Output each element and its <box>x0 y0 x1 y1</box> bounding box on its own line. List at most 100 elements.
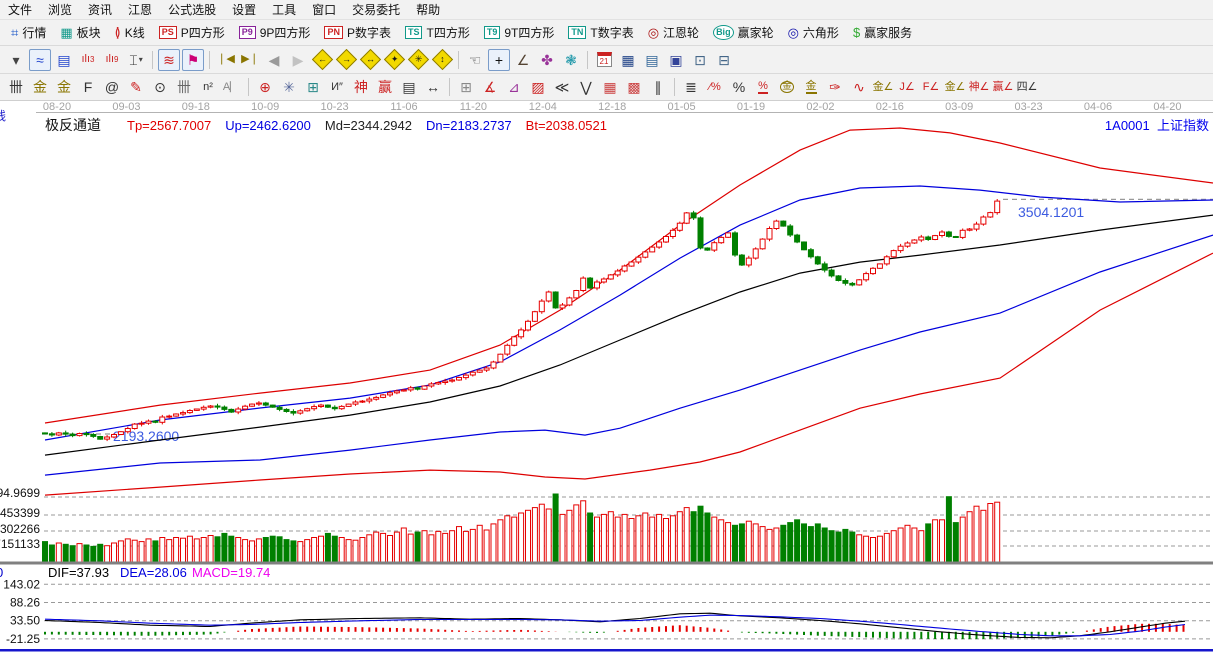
pattern-tool[interactable]: ≋ <box>158 48 180 71</box>
hand-pan-tool[interactable]: ☜ <box>464 49 486 71</box>
small-ruler-tool[interactable]: 卌 <box>173 76 195 98</box>
gold-ratio-ruler-tool-icon: 金 <box>33 79 47 95</box>
calendar-button[interactable]: 21 <box>593 49 615 71</box>
cycle-tool-icon: ❃ <box>565 51 577 68</box>
menu-item-9[interactable]: 帮助 <box>416 3 441 17</box>
bars-9-tool[interactable]: ılı 9 <box>105 53 119 65</box>
winner-gann-tool[interactable]: 赢 <box>374 76 396 98</box>
square-of-nine-tool[interactable]: n² <box>197 76 219 98</box>
scale-list-tool[interactable]: ≣ <box>680 76 702 98</box>
v-check-tool[interactable]: ⋁ <box>575 76 597 98</box>
percent-level-tool[interactable]: % <box>752 76 774 98</box>
save-button[interactable]: ▣ <box>665 49 687 71</box>
date-axis: 08-20 09-03 09-18 10-09 10-23 11-06 11-20 12-04… <box>0 101 1213 113</box>
mirror-tool[interactable]: A⎸ <box>221 76 243 98</box>
menu-item-6[interactable]: 工具 <box>272 3 297 17</box>
remote-button[interactable]: ⊟ <box>713 49 735 71</box>
candle-style-dropdown[interactable]: ⌶ ▾ <box>129 51 143 68</box>
gann-wheel-button[interactable]: ◎ 江恩轮 <box>641 22 706 44</box>
ruler-123-tool[interactable]: ▤ <box>398 76 420 98</box>
percent-line-tool[interactable]: ∕% <box>704 76 726 98</box>
p-square-button[interactable]: PS P四方形 <box>152 22 232 44</box>
svg-text:1453399: 1453399 <box>0 506 40 520</box>
gold-circle-tool[interactable]: 金 <box>776 76 798 98</box>
notes-button[interactable]: ▤ <box>641 49 663 71</box>
compass-tool[interactable]: ⊕ <box>254 76 276 98</box>
fan-box-tool[interactable]: ⊿ <box>503 76 525 98</box>
skip-to-end[interactable]: ▶❘ <box>239 49 261 71</box>
diamond-star4[interactable]: ✦ <box>383 48 405 71</box>
gold-angle-tool-2[interactable]: 金∠ <box>944 76 966 98</box>
price-grid-tool[interactable]: ▦ <box>599 76 621 98</box>
spiral-tool[interactable]: @ <box>101 76 123 98</box>
f-angle-tool[interactable]: F∠ <box>920 76 942 98</box>
four-angle-tool[interactable]: 四∠ <box>1016 76 1038 98</box>
speed-fan-tool[interactable]: ∡ <box>479 76 501 98</box>
diamond-move[interactable]: ↕ <box>431 48 453 71</box>
crosshair-tool[interactable]: + <box>488 48 510 71</box>
menu-item-0[interactable]: 文件 <box>8 3 33 17</box>
bars-3-tool[interactable]: ılı 3 <box>81 53 95 65</box>
page-back[interactable]: ◀ <box>263 49 285 71</box>
price-grid-arrow-tool[interactable]: ▩ <box>623 76 645 98</box>
pen-tool[interactable]: ✎ <box>125 76 147 98</box>
star-compass-tool[interactable]: ✳ <box>278 76 300 98</box>
diamond-shift-left[interactable]: ← <box>311 48 333 71</box>
trend-wave-tool[interactable]: ≈ <box>29 48 51 71</box>
k-notes-tool[interactable]: И″ <box>326 76 348 98</box>
skip-to-start[interactable]: ❘◀ <box>215 49 237 71</box>
calculator-button[interactable]: ▦ <box>617 49 639 71</box>
winner-angle-tool[interactable]: 赢∠ <box>992 76 1014 98</box>
gold-angle-tool[interactable]: 金∠ <box>872 76 894 98</box>
time-ruler-tool[interactable]: 卌 <box>5 76 27 98</box>
gann-tool[interactable]: ✤ <box>536 49 558 71</box>
axes-frame-tool[interactable]: ⊞ <box>455 76 477 98</box>
grid-compass-tool[interactable]: ⊞ <box>302 76 324 98</box>
menu-item-4[interactable]: 公式选股 <box>168 3 217 17</box>
info-document[interactable]: ▤ <box>53 49 75 71</box>
extend-tool[interactable]: ↔ <box>422 76 444 98</box>
gold-ratio-ruler-tool-2[interactable]: 金 <box>53 76 75 98</box>
quotes-button[interactable]: ⌗ 行情 <box>4 22 53 44</box>
menu-item-7[interactable]: 窗口 <box>312 3 337 17</box>
diamond-shift-right[interactable]: → <box>335 48 357 71</box>
publish-button[interactable]: ⊡ <box>689 49 711 71</box>
9t-square-button[interactable]: T9 9T四方形 <box>477 22 562 44</box>
angle-set-tool[interactable]: ≪ <box>551 76 573 98</box>
menu-item-8[interactable]: 交易委托 <box>352 3 401 17</box>
menu-item-1[interactable]: 浏览 <box>48 3 73 17</box>
angle-measure-tool[interactable]: ∠ <box>512 49 534 71</box>
menu-item-3[interactable]: 江恩 <box>128 3 153 17</box>
fib-ruler-tool[interactable]: F <box>77 76 99 98</box>
gold-level-tool[interactable]: 金 <box>800 76 822 98</box>
parallel-lines-tool[interactable]: ∥ <box>647 76 669 98</box>
toolbar-separator <box>248 78 249 96</box>
god-angle-tool[interactable]: 神∠ <box>968 76 990 98</box>
winner-wheel-button[interactable]: Big 赢家轮 <box>706 22 781 44</box>
p-table-button[interactable]: PN P数字表 <box>317 22 398 44</box>
gold-ratio-ruler-tool[interactable]: 金 <box>29 76 51 98</box>
9p-square-button[interactable]: P9 9P四方形 <box>232 22 318 44</box>
dropdown-caret[interactable]: ▾ <box>5 49 27 71</box>
time-circle-tool[interactable]: ⊙ <box>149 76 171 98</box>
kline-button[interactable]: ≬ K线 <box>108 22 152 44</box>
diamond-expand-h[interactable]: ↔ <box>359 48 381 71</box>
cycle-tool[interactable]: ❃ <box>560 49 582 71</box>
god-gann-tool[interactable]: 神 <box>350 76 372 98</box>
menu-item-2[interactable]: 资讯 <box>88 3 113 17</box>
page-forward[interactable]: ▶ <box>287 49 309 71</box>
wave-box-tool[interactable]: ∿ <box>848 76 870 98</box>
t-square-button[interactable]: TS T四方形 <box>398 22 477 44</box>
winner-service-button[interactable]: $ 赢家服务 <box>846 22 919 44</box>
percent-tool[interactable]: % <box>728 76 750 98</box>
sectors-button[interactable]: ▦ 板块 <box>53 22 107 44</box>
flag-marker-tool[interactable]: ⚑ <box>182 48 204 71</box>
j-angle-tool[interactable]: J∠ <box>896 76 918 98</box>
menu-item-5[interactable]: 设置 <box>232 3 257 17</box>
diamond-star8[interactable]: ✳ <box>407 48 429 71</box>
fan-grid-tool[interactable]: ▨ <box>527 76 549 98</box>
brush-tool[interactable]: ✑ <box>824 76 846 98</box>
hexagon-button[interactable]: ◎ 六角形 <box>781 22 846 44</box>
kline-chart[interactable]: 94.9699 1453399 43022667151133 143.02 88.26 3… <box>0 112 1213 654</box>
t-table-button[interactable]: TN T数字表 <box>561 22 640 44</box>
